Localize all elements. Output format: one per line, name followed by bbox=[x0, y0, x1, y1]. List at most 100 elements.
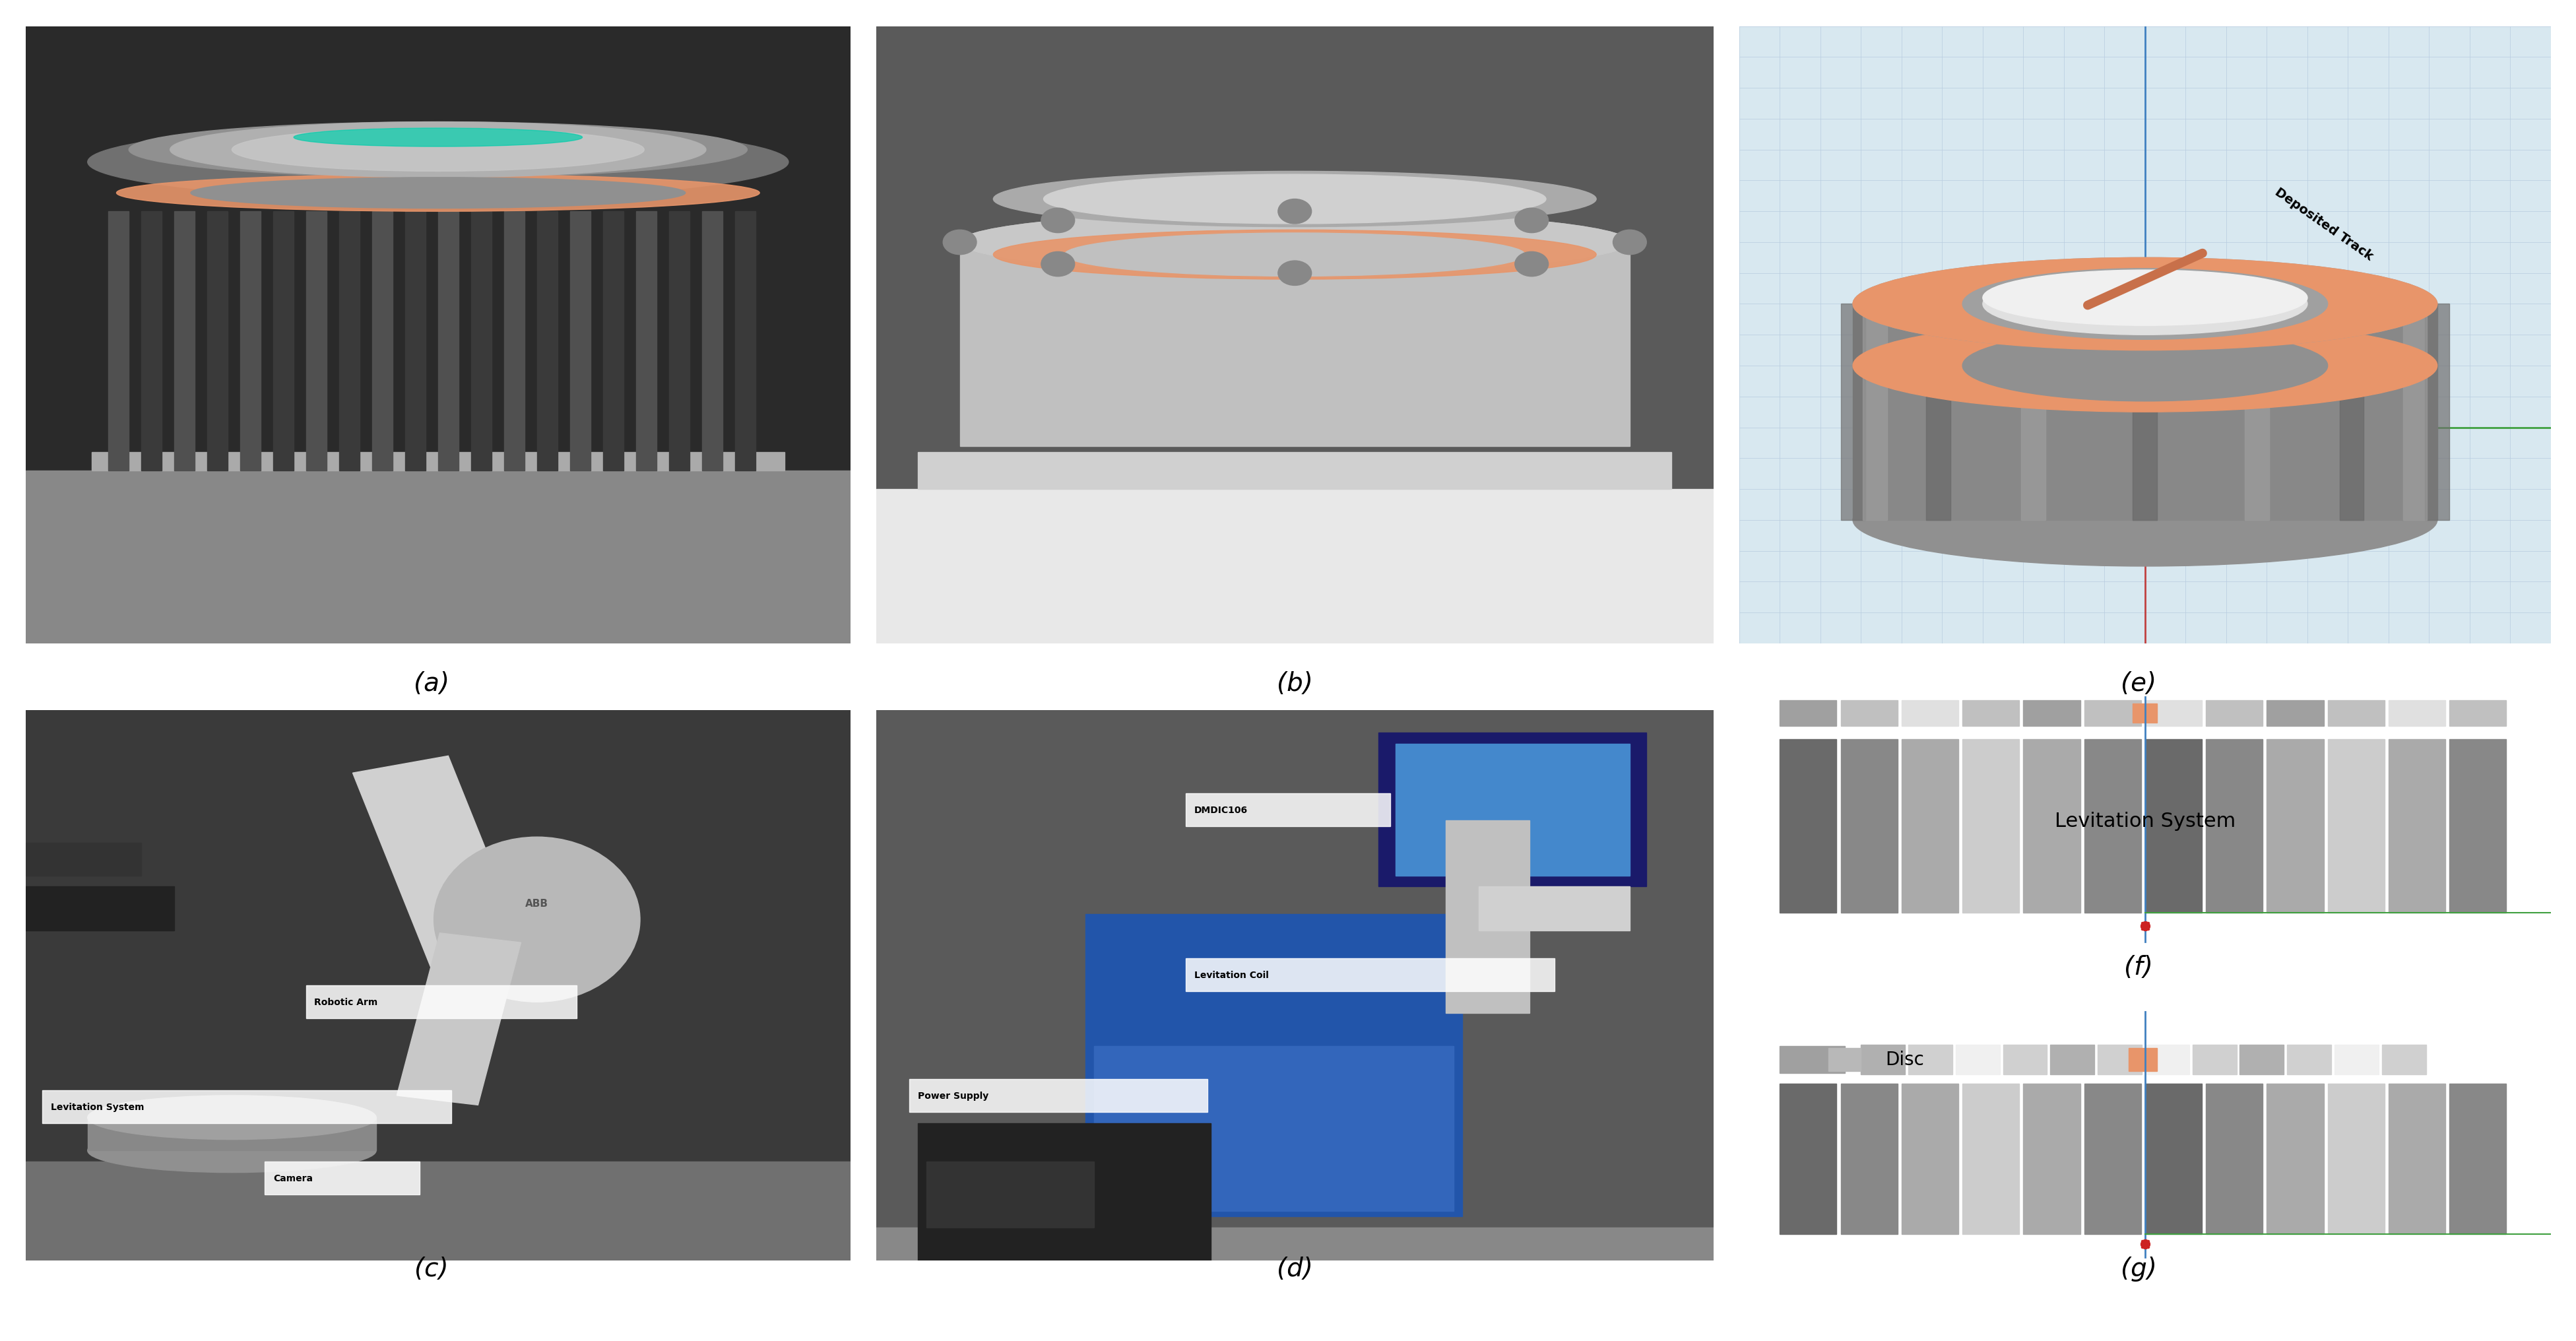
Bar bbox=[670, 212, 690, 471]
Bar bbox=[26, 842, 142, 876]
Ellipse shape bbox=[1852, 473, 2437, 566]
Bar bbox=[1780, 1084, 1837, 1234]
Bar bbox=[1901, 739, 1958, 913]
Bar bbox=[1927, 304, 1950, 520]
Bar bbox=[142, 212, 162, 471]
Bar bbox=[2133, 304, 2156, 520]
Bar bbox=[2022, 1084, 2079, 1234]
Bar bbox=[2143, 739, 2202, 913]
Bar bbox=[2326, 739, 2383, 913]
Bar bbox=[2050, 1045, 2094, 1074]
Bar bbox=[2424, 304, 2450, 520]
Ellipse shape bbox=[88, 126, 788, 200]
Bar bbox=[1839, 739, 1896, 913]
Ellipse shape bbox=[88, 1129, 376, 1172]
Bar bbox=[2267, 700, 2324, 727]
Ellipse shape bbox=[232, 129, 644, 172]
Bar bbox=[2097, 1045, 2141, 1074]
Bar bbox=[2388, 700, 2445, 727]
Bar bbox=[1445, 821, 1530, 1014]
Bar bbox=[1901, 1084, 1958, 1234]
Bar bbox=[1860, 1045, 1904, 1074]
Bar bbox=[1839, 700, 1896, 727]
Ellipse shape bbox=[994, 231, 1595, 280]
Ellipse shape bbox=[1043, 174, 1546, 224]
Bar bbox=[2403, 304, 2427, 520]
Bar bbox=[471, 212, 492, 471]
Bar bbox=[2020, 304, 2045, 520]
Ellipse shape bbox=[1984, 271, 2308, 326]
Bar bbox=[1479, 886, 1628, 931]
Bar bbox=[1860, 1045, 2429, 1074]
Text: DMDIC106: DMDIC106 bbox=[1195, 805, 1247, 814]
Bar bbox=[1839, 1084, 1896, 1234]
Bar bbox=[93, 452, 783, 471]
Text: (f): (f) bbox=[2123, 955, 2154, 980]
Bar bbox=[1829, 1049, 1860, 1071]
Bar bbox=[438, 212, 459, 471]
Bar bbox=[26, 471, 850, 644]
Bar bbox=[404, 212, 425, 471]
Ellipse shape bbox=[191, 178, 685, 209]
Bar bbox=[340, 212, 361, 471]
Bar bbox=[2403, 304, 2427, 520]
Bar bbox=[2267, 1084, 2324, 1234]
Bar bbox=[536, 212, 556, 471]
Text: (a): (a) bbox=[415, 670, 448, 696]
Bar bbox=[1185, 957, 1553, 991]
Ellipse shape bbox=[294, 129, 582, 148]
Text: Robotic Arm: Robotic Arm bbox=[314, 998, 379, 1007]
Bar bbox=[353, 756, 533, 986]
Ellipse shape bbox=[1852, 257, 2437, 350]
Bar bbox=[961, 243, 1631, 447]
Bar bbox=[2022, 739, 2079, 913]
Bar bbox=[1084, 915, 1463, 1216]
Bar bbox=[2239, 1045, 2282, 1074]
Bar bbox=[1862, 304, 1886, 520]
Bar bbox=[26, 886, 175, 931]
Bar bbox=[2128, 1049, 2156, 1071]
Ellipse shape bbox=[961, 212, 1631, 274]
Bar bbox=[1780, 1084, 2509, 1234]
Bar bbox=[397, 933, 520, 1105]
Ellipse shape bbox=[170, 122, 706, 178]
Text: Levitation Coil: Levitation Coil bbox=[1195, 970, 1267, 979]
Bar bbox=[1839, 304, 1865, 520]
Ellipse shape bbox=[961, 212, 1631, 274]
Bar bbox=[108, 212, 129, 471]
Circle shape bbox=[1613, 231, 1646, 255]
Text: Levitation System: Levitation System bbox=[2053, 811, 2236, 831]
Circle shape bbox=[943, 231, 976, 255]
Bar bbox=[2388, 1084, 2445, 1234]
Bar bbox=[1963, 700, 2020, 727]
Ellipse shape bbox=[994, 172, 1595, 227]
Bar bbox=[2287, 1045, 2331, 1074]
Ellipse shape bbox=[1963, 331, 2326, 401]
Bar bbox=[2084, 1084, 2141, 1234]
Ellipse shape bbox=[433, 837, 639, 1002]
Bar bbox=[2084, 739, 2141, 913]
Bar bbox=[2267, 739, 2324, 913]
Bar bbox=[701, 212, 721, 471]
Bar bbox=[2133, 304, 2156, 520]
Text: Deposited Track: Deposited Track bbox=[2272, 185, 2375, 263]
Bar bbox=[2244, 304, 2269, 520]
Bar bbox=[2388, 739, 2445, 913]
Text: (b): (b) bbox=[1275, 670, 1314, 696]
Ellipse shape bbox=[116, 174, 760, 212]
Ellipse shape bbox=[88, 1096, 376, 1140]
Bar bbox=[2380, 1045, 2424, 1074]
Bar bbox=[1862, 304, 1886, 520]
Bar bbox=[1378, 732, 1646, 886]
Bar bbox=[2339, 304, 2362, 520]
Text: Levitation System: Levitation System bbox=[52, 1102, 144, 1112]
Circle shape bbox=[1041, 252, 1074, 276]
Bar bbox=[240, 212, 260, 471]
Circle shape bbox=[1278, 200, 1311, 224]
Bar bbox=[1955, 1045, 1999, 1074]
Bar bbox=[1852, 304, 2437, 520]
Circle shape bbox=[1515, 209, 1548, 233]
Bar bbox=[1901, 700, 1958, 727]
Bar bbox=[2143, 700, 2202, 727]
Bar bbox=[265, 1161, 420, 1195]
